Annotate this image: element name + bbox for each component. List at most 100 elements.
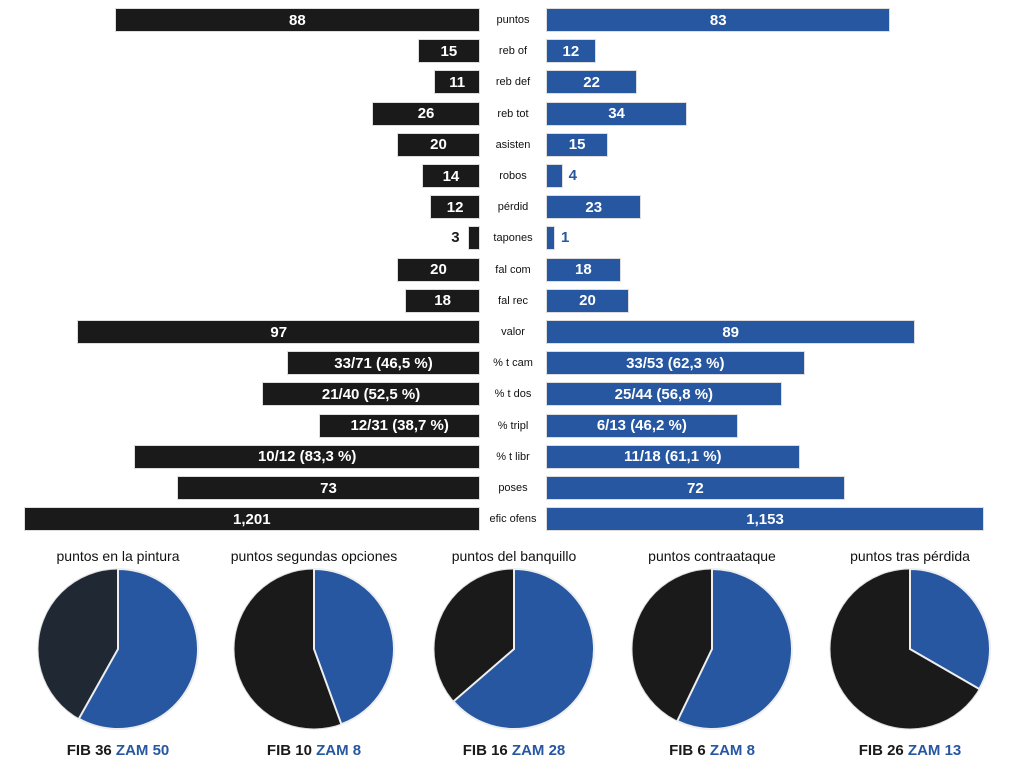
bar-zam: 22 — [546, 70, 638, 95]
pie-caption: FIB 6 ZAM 8 — [612, 742, 812, 759]
bar-zam: 11/18 (61,1 %) — [546, 444, 800, 469]
bar-zam-value: 34 — [608, 105, 625, 123]
bar-zam: 6/13 (46,2 %) — [546, 413, 738, 438]
pie-title: puntos del banquillo — [451, 548, 577, 564]
bar-zam: 23 — [546, 195, 642, 220]
row-label: reb tot — [497, 107, 529, 120]
bar-zam-value: 23 — [585, 198, 603, 216]
bar-zam-value: 11/18 (61,1 %) — [623, 448, 722, 466]
row-label: puntos — [496, 14, 530, 26]
bar-fib: 97 — [77, 320, 480, 344]
bar-zam: 1,153 — [546, 507, 985, 532]
pie-caption: FIB 10 ZAM 8 — [214, 742, 414, 759]
row-label: % tripl — [497, 419, 529, 432]
bar-zam-value: 1 — [561, 229, 570, 247]
pie-zam-label: ZAM 28 — [511, 742, 566, 759]
bar-fib: 12 — [430, 195, 480, 220]
bar-zam: 34 — [546, 101, 688, 126]
bar-zam — [546, 164, 563, 188]
bar-zam-value: 20 — [579, 292, 596, 310]
bar-fib: 88 — [114, 8, 480, 32]
pie-slice-zam — [77, 567, 199, 730]
bar-zam-value: 15 — [568, 136, 586, 154]
pie-zam-label: ZAM 8 — [316, 742, 362, 759]
pie-title: puntos en la pintura — [56, 548, 180, 564]
bar-fib-value: 14 — [442, 167, 460, 185]
pie-caption: FIB 36 ZAM 50 — [18, 742, 218, 759]
bar-zam-value: 6/13 (46,2 %) — [596, 417, 687, 435]
row-label: poses — [498, 482, 528, 494]
bar-zam-value: 22 — [583, 73, 600, 91]
pie-slice-zam — [909, 567, 991, 691]
bar-fib: 20 — [397, 132, 480, 157]
pie-zam-label: ZAM 50 — [115, 742, 170, 759]
bar-fib-value: 20 — [430, 261, 447, 279]
pie-title: puntos segundas opciones — [230, 548, 398, 564]
row-label: efic ofens — [489, 513, 537, 526]
pie-fib-label: FIB 10 — [266, 742, 312, 759]
bar-zam: 25/44 (56,8 %) — [546, 382, 782, 407]
pie-slice-zam — [675, 567, 793, 730]
bar-fib: 26 — [372, 101, 480, 126]
bar-zam-value: 1,153 — [746, 510, 784, 528]
bar-fib: 20 — [397, 257, 480, 282]
bar-fib-value: 73 — [320, 479, 337, 497]
row-label: reb of — [498, 45, 528, 58]
bar-fib: 33/71 (46,5 %) — [287, 351, 480, 376]
pie-caption: FIB 16 ZAM 28 — [414, 742, 614, 759]
bar-fib-value: 3 — [451, 229, 460, 247]
bar-zam-value: 83 — [709, 11, 727, 29]
bar-fib-value: 15 — [440, 42, 458, 60]
bar-zam: 33/53 (62,3 %) — [546, 351, 805, 376]
bar-zam: 12 — [546, 39, 596, 64]
row-label: % t libr — [496, 450, 530, 463]
bar-fib-value: 26 — [417, 105, 435, 123]
row-label: valor — [501, 326, 525, 338]
pie-fib-label: FIB 16 — [462, 742, 508, 759]
row-label: tapones — [493, 232, 533, 245]
pie-zam-label: ZAM 8 — [709, 742, 755, 759]
bar-fib-value: 10/12 (83,3 %) — [257, 448, 357, 466]
bar-fib-value: 1,201 — [233, 510, 271, 528]
row-label: fal rec — [498, 294, 528, 307]
bar-zam-value: 12 — [562, 42, 580, 60]
pie-slice-zam — [452, 567, 595, 730]
pie-fib-label: FIB 26 — [858, 742, 904, 759]
pie-zam-label: ZAM 13 — [907, 742, 962, 759]
bar-fib-value: 33/71 (46,5 %) — [334, 354, 433, 372]
bar-fib: 14 — [421, 164, 480, 188]
pie-fib-label: FIB 6 — [669, 742, 706, 759]
bar-zam — [546, 226, 555, 251]
pie-title: puntos contraataque — [648, 548, 776, 564]
bar-fib-value: 11 — [449, 73, 466, 91]
bar-fib: 10/12 (83,3 %) — [134, 444, 480, 469]
bar-fib: 18 — [405, 288, 480, 313]
row-label: pérdid — [497, 201, 529, 214]
row-label: robos — [499, 170, 527, 182]
row-label: asisten — [495, 138, 531, 151]
bar-fib: 11 — [434, 70, 480, 95]
bar-zam: 89 — [546, 320, 916, 344]
pie-slice-zam — [313, 567, 395, 726]
bar-zam-value: 4 — [568, 167, 577, 184]
bar-zam-value: 72 — [687, 479, 704, 497]
bar-fib-value: 18 — [434, 292, 451, 310]
bar-zam: 15 — [546, 132, 609, 157]
bar-zam-value: 33/53 (62,3 %) — [626, 354, 725, 372]
row-label: fal com — [495, 263, 531, 276]
pie-fib-label: FIB 36 — [66, 742, 112, 759]
row-label: % t dos — [494, 388, 532, 401]
pie-title: puntos tras pérdida — [850, 548, 970, 564]
bar-zam: 20 — [546, 288, 629, 313]
bar-fib: 1,201 — [23, 507, 480, 532]
bar-fib — [467, 226, 480, 251]
bar-fib-value: 12/31 (38,7 %) — [350, 417, 449, 435]
bar-zam: 18 — [546, 257, 621, 282]
row-label: % t cam — [493, 357, 533, 370]
bar-fib-value: 97 — [270, 323, 288, 341]
bar-fib: 12/31 (38,7 %) — [319, 413, 480, 438]
bar-fib-value: 88 — [289, 11, 306, 29]
bar-zam-value: 18 — [575, 261, 592, 279]
bar-zam: 83 — [546, 8, 891, 32]
